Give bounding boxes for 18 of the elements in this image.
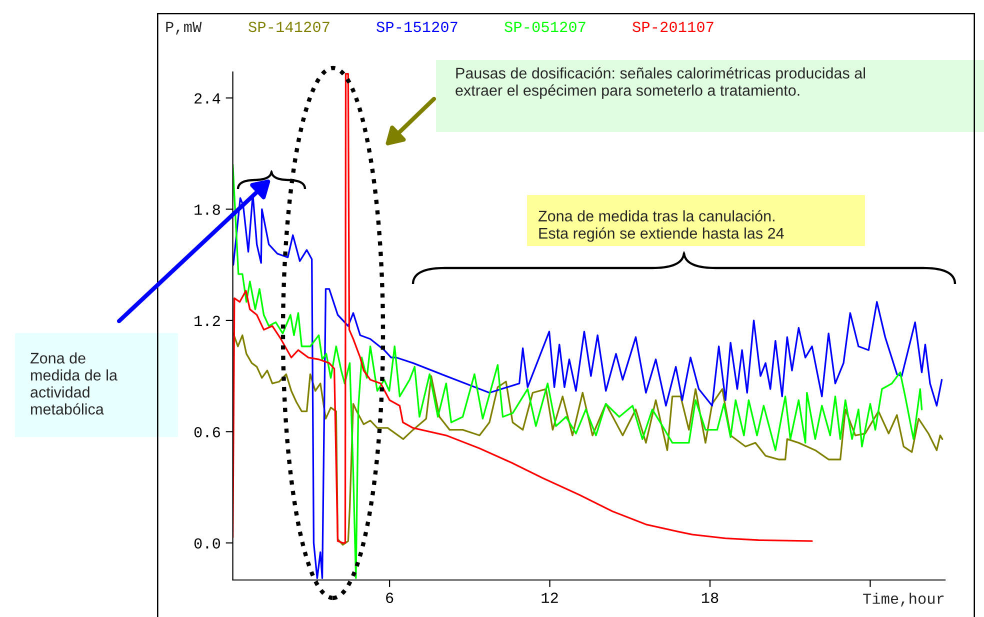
y-axis-title: P,mW (166, 22, 202, 35)
text: SP-141207 (248, 22, 330, 32)
x-axis-title: Time,hour (863, 592, 944, 606)
y-tick-label: 1.8 (194, 204, 220, 215)
text: SP-051207 (504, 22, 586, 32)
line-series (232, 332, 944, 546)
y-tick-label: 0.0 (194, 538, 220, 549)
x-tick-label: 18 (702, 592, 718, 604)
y-tick-label: 2.4 (194, 93, 220, 104)
text: Zona de medida de la actividad metabólica (30, 352, 118, 415)
text: SP-201107 (632, 22, 714, 32)
annotation: Zona de medida tras la canulación. Esta región se extiende hasta las 24 (538, 210, 784, 242)
x-tick-label: 12 (542, 592, 558, 603)
annotation: Pausas de dosificación: señales calorimétricas producidas al extraer el espécimen para someterlo a tratamiento. (456, 67, 865, 99)
x-tick-label: 6 (386, 592, 394, 604)
y-tick-label: 1.2 (194, 316, 220, 326)
text: SP-151207 (376, 22, 458, 32)
y-tick-label: 0.6 (194, 426, 220, 438)
